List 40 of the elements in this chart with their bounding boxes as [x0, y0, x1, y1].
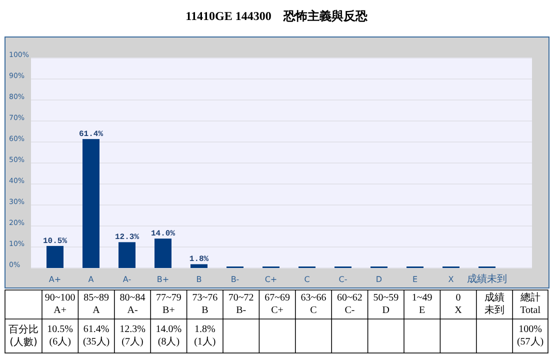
text: 80~84 A- — [120, 292, 146, 316]
text: 1~49 E — [412, 292, 432, 316]
text: 67~69 C+ — [264, 292, 290, 316]
text: 成績未到 — [484, 292, 504, 316]
x-tick-label: A — [88, 275, 94, 284]
x-tick-label: C- — [338, 275, 348, 284]
text: 0 X — [454, 292, 463, 316]
x-tick-label: B+ — [156, 275, 170, 284]
x-tick-label: 成績未到 — [467, 273, 507, 285]
x-tick-label: B — [196, 275, 202, 284]
data-label: 10.5% — [42, 236, 68, 246]
text: 100% (57人) — [516, 324, 544, 348]
x-tick-label: B- — [230, 275, 240, 284]
x-tick-label: E — [412, 275, 418, 284]
x-tick-label: C — [304, 275, 310, 284]
data-label: 12.3% — [114, 233, 140, 242]
x-tick-label: D — [376, 275, 382, 284]
text: 73~76 B — [192, 292, 218, 316]
text: 63~66 C — [300, 292, 326, 316]
x-tick-label: A- — [122, 275, 132, 284]
text: 14.0% (8人) — [156, 324, 182, 348]
x-tick-label: X — [448, 275, 454, 284]
text: 總計 Total — [519, 292, 541, 316]
x-tick-label: C+ — [264, 275, 278, 284]
data-label: 14.0% — [150, 230, 176, 239]
text: 60~62 C- — [336, 292, 362, 316]
text: 10.5% (6人) — [47, 324, 74, 348]
text: 77~79 B+ — [156, 292, 182, 316]
data-label: 61.4% — [78, 130, 104, 140]
text: 百分比 (人數) — [8, 323, 38, 348]
text: 70~72 B- — [228, 292, 254, 316]
text: 61.4% (35人) — [82, 324, 110, 348]
chart-title: 11410GE 144300 恐怖主義與反恐 — [186, 9, 368, 23]
text: 50~59 D — [373, 292, 399, 316]
text: 85~89 A — [84, 292, 110, 316]
x-tick-label: A+ — [48, 275, 62, 284]
data-label: 1.8% — [189, 255, 209, 264]
text: 1.8% (1人) — [194, 324, 216, 348]
text: 12.3% (7人) — [120, 324, 146, 348]
text: 90~100 A+ — [44, 292, 76, 316]
